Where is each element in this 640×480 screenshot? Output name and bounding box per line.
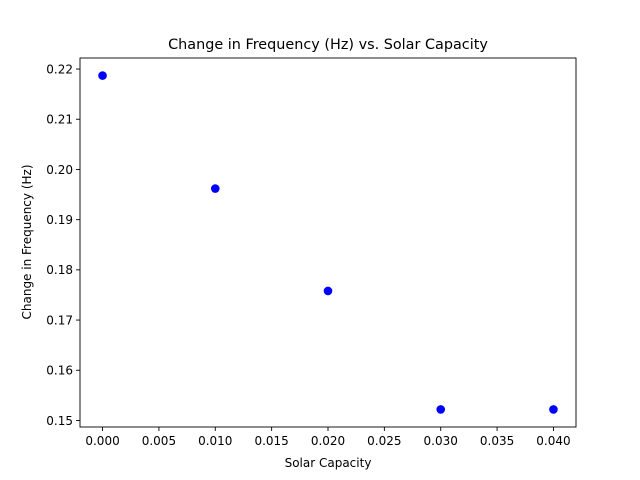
x-tick-label: 0.015 (254, 434, 288, 448)
y-tick-label: 0.16 (46, 364, 73, 378)
data-point (98, 71, 107, 80)
x-tick-label: 0.010 (198, 434, 232, 448)
data-point (436, 405, 446, 414)
chart-title: Change in Frequency (Hz) vs. Solar Capac… (168, 37, 488, 53)
y-tick-label: 0.17 (46, 313, 73, 327)
y-tick-label: 0.18 (46, 263, 73, 277)
x-tick-label: 0.000 (85, 434, 119, 448)
x-tick-label: 0.005 (142, 434, 176, 448)
x-tick-label: 0.030 (424, 434, 458, 448)
x-tick-label: 0.035 (480, 434, 514, 448)
x-axis-ticks: 0.000 0.005 0.010 0.015 0.020 0.025 0.030 0.035… (85, 427, 571, 448)
y-tick-label: 0.15 (46, 414, 73, 428)
y-tick-label: 0.20 (46, 163, 73, 177)
x-tick-label: 0.020 (311, 434, 345, 448)
plot-area (79, 57, 577, 428)
y-tick-label: 0.21 (46, 113, 73, 127)
y-axis-label: Change in Frequency (Hz) (20, 164, 34, 319)
y-axis-ticks: 0.15 0.16 0.17 0.18 0.19 0.20 0.21 0.22 (46, 62, 80, 428)
plot-frame (79, 57, 577, 428)
data-point (210, 184, 220, 193)
x-axis-label: Solar Capacity (285, 456, 372, 470)
y-tick-label: 0.19 (46, 213, 73, 227)
data-point (549, 405, 558, 414)
y-tick-label: 0.22 (46, 62, 73, 76)
x-tick-label: 0.040 (536, 434, 570, 448)
x-tick-label: 0.025 (367, 434, 401, 448)
data-points (98, 71, 558, 414)
data-point (323, 286, 333, 296)
